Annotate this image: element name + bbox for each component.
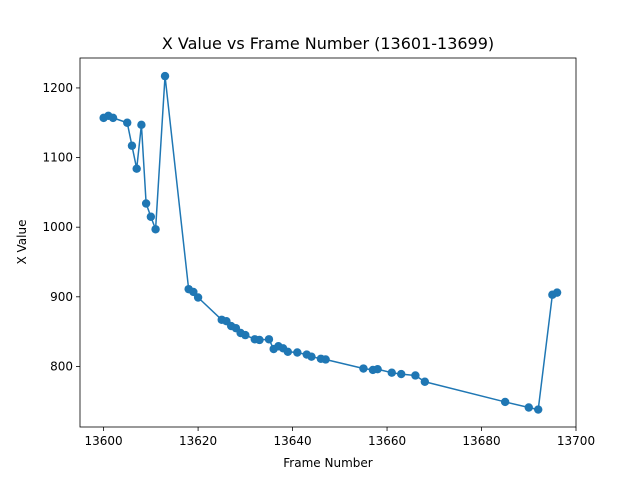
- data-point: [397, 369, 406, 379]
- data-point: [387, 368, 396, 377]
- data-point: [524, 403, 533, 412]
- x-tick-label: 13620: [179, 434, 217, 448]
- x-tick-label: 13600: [85, 434, 123, 448]
- data-point: [193, 293, 203, 302]
- data-point: [189, 287, 198, 297]
- y-tick-label: 900: [50, 290, 73, 304]
- chart-title: X Value vs Frame Number (13601-13699): [162, 34, 494, 53]
- axes-frame: [79, 57, 577, 428]
- y-tick-label: 1100: [42, 151, 73, 165]
- data-point: [123, 118, 132, 127]
- data-point: [108, 113, 118, 123]
- x-tick-label: 13680: [462, 434, 500, 448]
- data-point: [293, 348, 302, 357]
- data-point: [137, 120, 146, 130]
- data-point: [264, 335, 274, 344]
- data-point: [146, 212, 156, 221]
- x-tick-label: 13640: [273, 434, 311, 448]
- data-point: [359, 364, 368, 373]
- data-point: [534, 405, 543, 414]
- data-point: [307, 352, 316, 361]
- data-point: [321, 355, 330, 364]
- y-tick-label: 800: [50, 359, 73, 373]
- x-tick-label: 13700: [557, 434, 595, 448]
- data-point: [141, 199, 151, 208]
- data-point: [160, 71, 170, 81]
- data-point: [411, 371, 420, 380]
- y-tick-label: 1000: [42, 220, 73, 234]
- data-point: [151, 225, 160, 234]
- data-point: [127, 141, 137, 150]
- data-point: [241, 330, 250, 340]
- data-point: [255, 335, 264, 345]
- data-point: [420, 377, 430, 386]
- x-tick-label: 13660: [368, 434, 406, 448]
- data-point: [500, 397, 510, 407]
- data-point: [552, 288, 562, 297]
- y-tick-label: 1200: [42, 81, 73, 95]
- x-axis-label: Frame Number: [283, 456, 372, 470]
- data-point: [373, 365, 382, 374]
- plot-area: 13600 13620 13640 13660 13680 13700 800 900 1000…: [42, 57, 595, 448]
- data-point: [283, 347, 293, 357]
- y-axis-label: X Value: [15, 220, 29, 265]
- data-point: [132, 164, 141, 173]
